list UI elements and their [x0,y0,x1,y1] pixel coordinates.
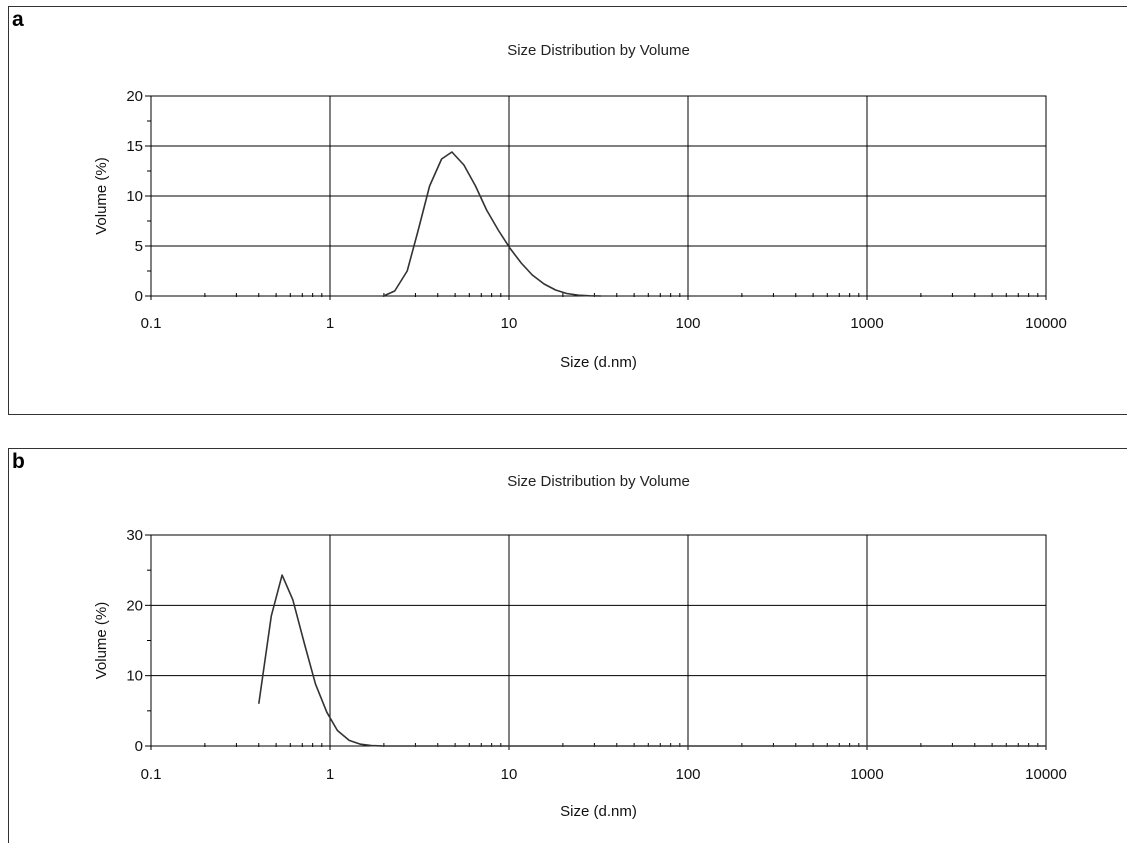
chart-title: Size Distribution by Volume [507,42,690,59]
plot-frame [150,534,1047,747]
chart-panel-a: a Size Distribution by Volume 0 5 10 15 20 0.1… [8,6,1127,415]
y-tick-label: 10 [126,668,143,685]
x-tick-label: 10000 [1025,766,1067,783]
y-tick-label: 30 [126,527,143,544]
panel-letter: b [12,450,25,473]
chart-panel-b: b Size Distribution by Volume 0 10 20 30 0.1 1… [8,448,1127,843]
x-tick-label: 100 [675,315,700,332]
series-line [258,574,1046,747]
x-tick-label: 100 [675,766,700,783]
y-tick-label: 20 [126,88,143,105]
y-tick-label: 0 [135,738,143,755]
y-axis-label: Volume (%) [93,602,110,680]
chart-a: Size Distribution by Volume 0 5 10 15 20 0.1 1 1… [93,42,1067,371]
x-axis-label: Size (d.nm) [560,803,637,820]
y-tick-label: 20 [126,597,143,614]
x-tick-label: 0.1 [141,766,162,783]
x-tick-label: 10 [501,315,518,332]
y-tick-label: 0 [135,288,143,305]
x-tick-label: 10 [501,766,518,783]
chart-title: Size Distribution by Volume [507,473,690,490]
y-tick-label: 10 [126,188,143,205]
y-tick-label: 5 [135,238,143,255]
x-tick-label: 10000 [1025,315,1067,332]
y-axis-label: Volume (%) [93,157,110,235]
x-tick-label: 1000 [850,315,883,332]
x-axis-label: Size (d.nm) [560,354,637,371]
x-tick-label: 1000 [850,766,883,783]
x-tick-label: 1 [326,766,334,783]
panel-letter: a [12,8,24,31]
x-tick-label: 1 [326,315,334,332]
x-tick-label: 0.1 [141,315,162,332]
chart-b: Size Distribution by Volume 0 10 20 30 0.1 1 10… [93,473,1067,820]
series-line [383,151,602,297]
y-tick-label: 15 [126,138,143,155]
